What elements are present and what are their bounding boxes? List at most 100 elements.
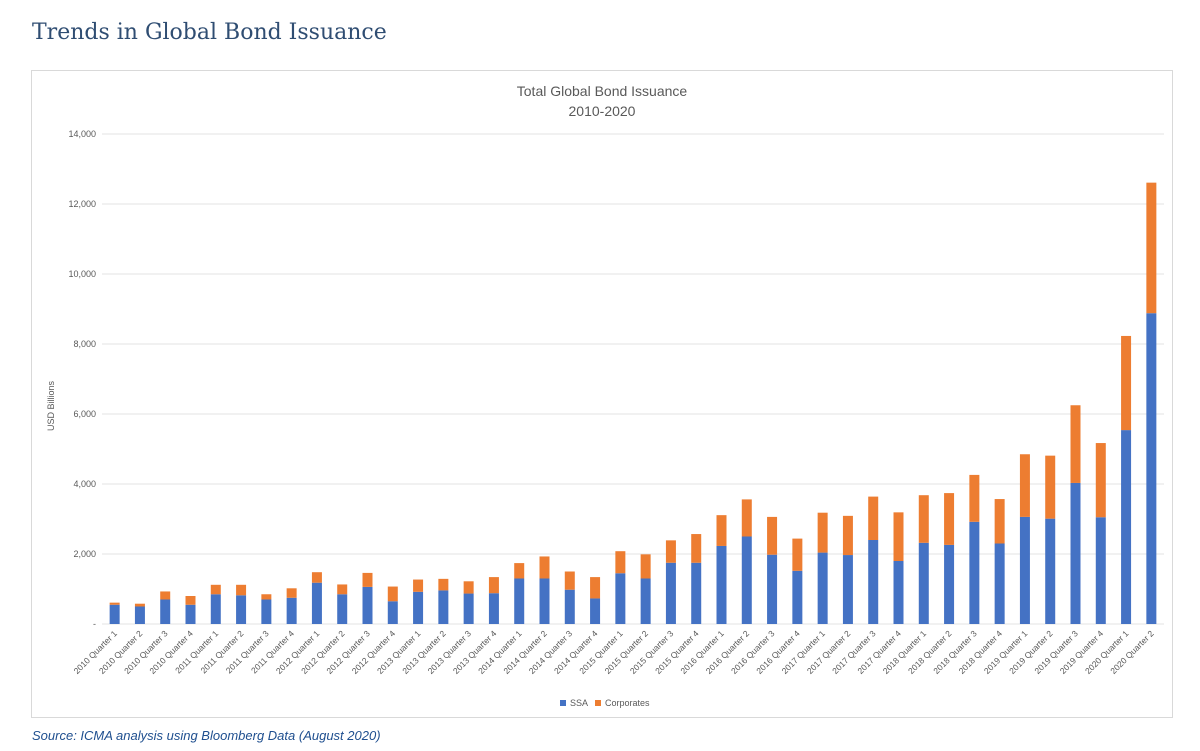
bar-ssa xyxy=(311,582,322,624)
bar-ssa xyxy=(1146,313,1157,624)
bar-corporates xyxy=(868,496,879,540)
bar-corporates xyxy=(438,578,449,591)
bar-corporates xyxy=(286,588,297,598)
bond-issuance-chart: Total Global Bond Issuance 2010-2020 USD… xyxy=(46,83,1164,708)
bar-corporates xyxy=(665,540,676,563)
bar-corporates xyxy=(413,579,424,592)
page-heading: Trends in Global Bond Issuance xyxy=(32,20,387,45)
bar-corporates xyxy=(741,499,752,537)
bar-ssa xyxy=(564,589,575,624)
bar-ssa xyxy=(817,552,828,624)
bar-ssa xyxy=(1019,516,1030,624)
bar-corporates xyxy=(1095,443,1106,518)
bar-corporates xyxy=(134,603,145,607)
bar-ssa xyxy=(918,542,929,624)
chart-frame: Total Global Bond Issuance 2010-2020 USD… xyxy=(31,70,1173,718)
bar-ssa xyxy=(185,604,196,624)
bar-corporates xyxy=(944,493,955,545)
bar-corporates xyxy=(817,512,828,553)
source-note: Source: ICMA analysis using Bloomberg Da… xyxy=(32,728,381,743)
bar-corporates xyxy=(590,577,601,599)
bar-ssa xyxy=(160,599,171,624)
y-tick-label: 14,000 xyxy=(68,129,96,139)
bar-corporates xyxy=(185,596,196,605)
bar-corporates xyxy=(1070,405,1081,483)
bar-corporates xyxy=(1121,335,1132,431)
bar-corporates xyxy=(994,499,1005,544)
bar-corporates xyxy=(767,516,778,555)
bar-ssa xyxy=(109,604,120,624)
bars xyxy=(109,182,1157,624)
bar-ssa xyxy=(210,594,221,624)
bar-corporates xyxy=(311,572,322,583)
bar-corporates xyxy=(1019,454,1030,517)
y-axis-label: USD Billions xyxy=(46,380,56,431)
legend-label-corporates: Corporates xyxy=(605,698,650,708)
legend: SSA Corporates xyxy=(560,698,650,708)
bar-corporates xyxy=(564,571,575,590)
y-tick-label: 8,000 xyxy=(73,339,96,349)
bar-ssa xyxy=(868,540,879,624)
y-tick-label: 6,000 xyxy=(73,409,96,419)
chart-subtitle: 2010-2020 xyxy=(569,103,636,119)
bar-ssa xyxy=(944,544,955,624)
bar-ssa xyxy=(741,536,752,624)
bar-corporates xyxy=(463,581,474,594)
bar-ssa xyxy=(1095,517,1106,624)
bar-corporates xyxy=(337,584,348,595)
bar-ssa xyxy=(691,562,702,624)
bar-corporates xyxy=(842,515,853,556)
bar-ssa xyxy=(665,562,676,624)
bar-ssa xyxy=(134,606,145,624)
bar-corporates xyxy=(236,584,247,596)
chart-title: Total Global Bond Issuance xyxy=(517,83,688,99)
bar-corporates xyxy=(691,534,702,563)
bar-ssa xyxy=(413,591,424,624)
legend-swatch-ssa xyxy=(560,700,566,706)
bar-corporates xyxy=(539,556,550,579)
bar-ssa xyxy=(463,593,474,624)
bar-corporates xyxy=(969,474,980,522)
bar-corporates xyxy=(362,572,373,587)
bar-ssa xyxy=(615,573,626,624)
bar-corporates xyxy=(615,551,626,574)
bar-ssa xyxy=(362,586,373,624)
bar-corporates xyxy=(261,594,272,600)
bar-ssa xyxy=(286,597,297,624)
bar-corporates xyxy=(918,495,929,543)
bar-ssa xyxy=(1070,482,1081,624)
bar-ssa xyxy=(514,578,525,624)
bar-ssa xyxy=(337,594,348,624)
bar-corporates xyxy=(792,538,803,571)
bar-corporates xyxy=(716,515,727,546)
bar-ssa xyxy=(893,561,904,624)
bar-ssa xyxy=(387,601,398,624)
y-tick-label: 10,000 xyxy=(68,269,96,279)
legend-swatch-corporates xyxy=(595,700,601,706)
bar-corporates xyxy=(514,563,525,579)
bar-ssa xyxy=(640,578,651,624)
bar-corporates xyxy=(1146,182,1157,314)
bar-ssa xyxy=(716,545,727,624)
y-tick-label: 4,000 xyxy=(73,479,96,489)
bar-ssa xyxy=(792,570,803,624)
bar-ssa xyxy=(539,578,550,624)
bar-ssa xyxy=(438,590,449,624)
bar-ssa xyxy=(1045,518,1056,624)
bar-ssa xyxy=(590,598,601,624)
gridlines: - 2,000 4,000 6,000 8,000 10,000 12,000 14,000 xyxy=(68,129,1164,629)
legend-label-ssa: SSA xyxy=(570,698,588,708)
bar-ssa xyxy=(488,593,499,624)
bar-corporates xyxy=(488,577,499,594)
bar-corporates xyxy=(640,554,651,579)
y-tick-label: 12,000 xyxy=(68,199,96,209)
bar-corporates xyxy=(893,512,904,561)
y-tick-label: - xyxy=(93,619,96,629)
bar-ssa xyxy=(994,543,1005,624)
x-tick-label: 2010 Quarter 1 xyxy=(72,628,120,676)
y-tick-label: 2,000 xyxy=(73,549,96,559)
bar-corporates xyxy=(210,584,221,595)
bar-ssa xyxy=(1121,430,1132,624)
bar-ssa xyxy=(261,599,272,624)
